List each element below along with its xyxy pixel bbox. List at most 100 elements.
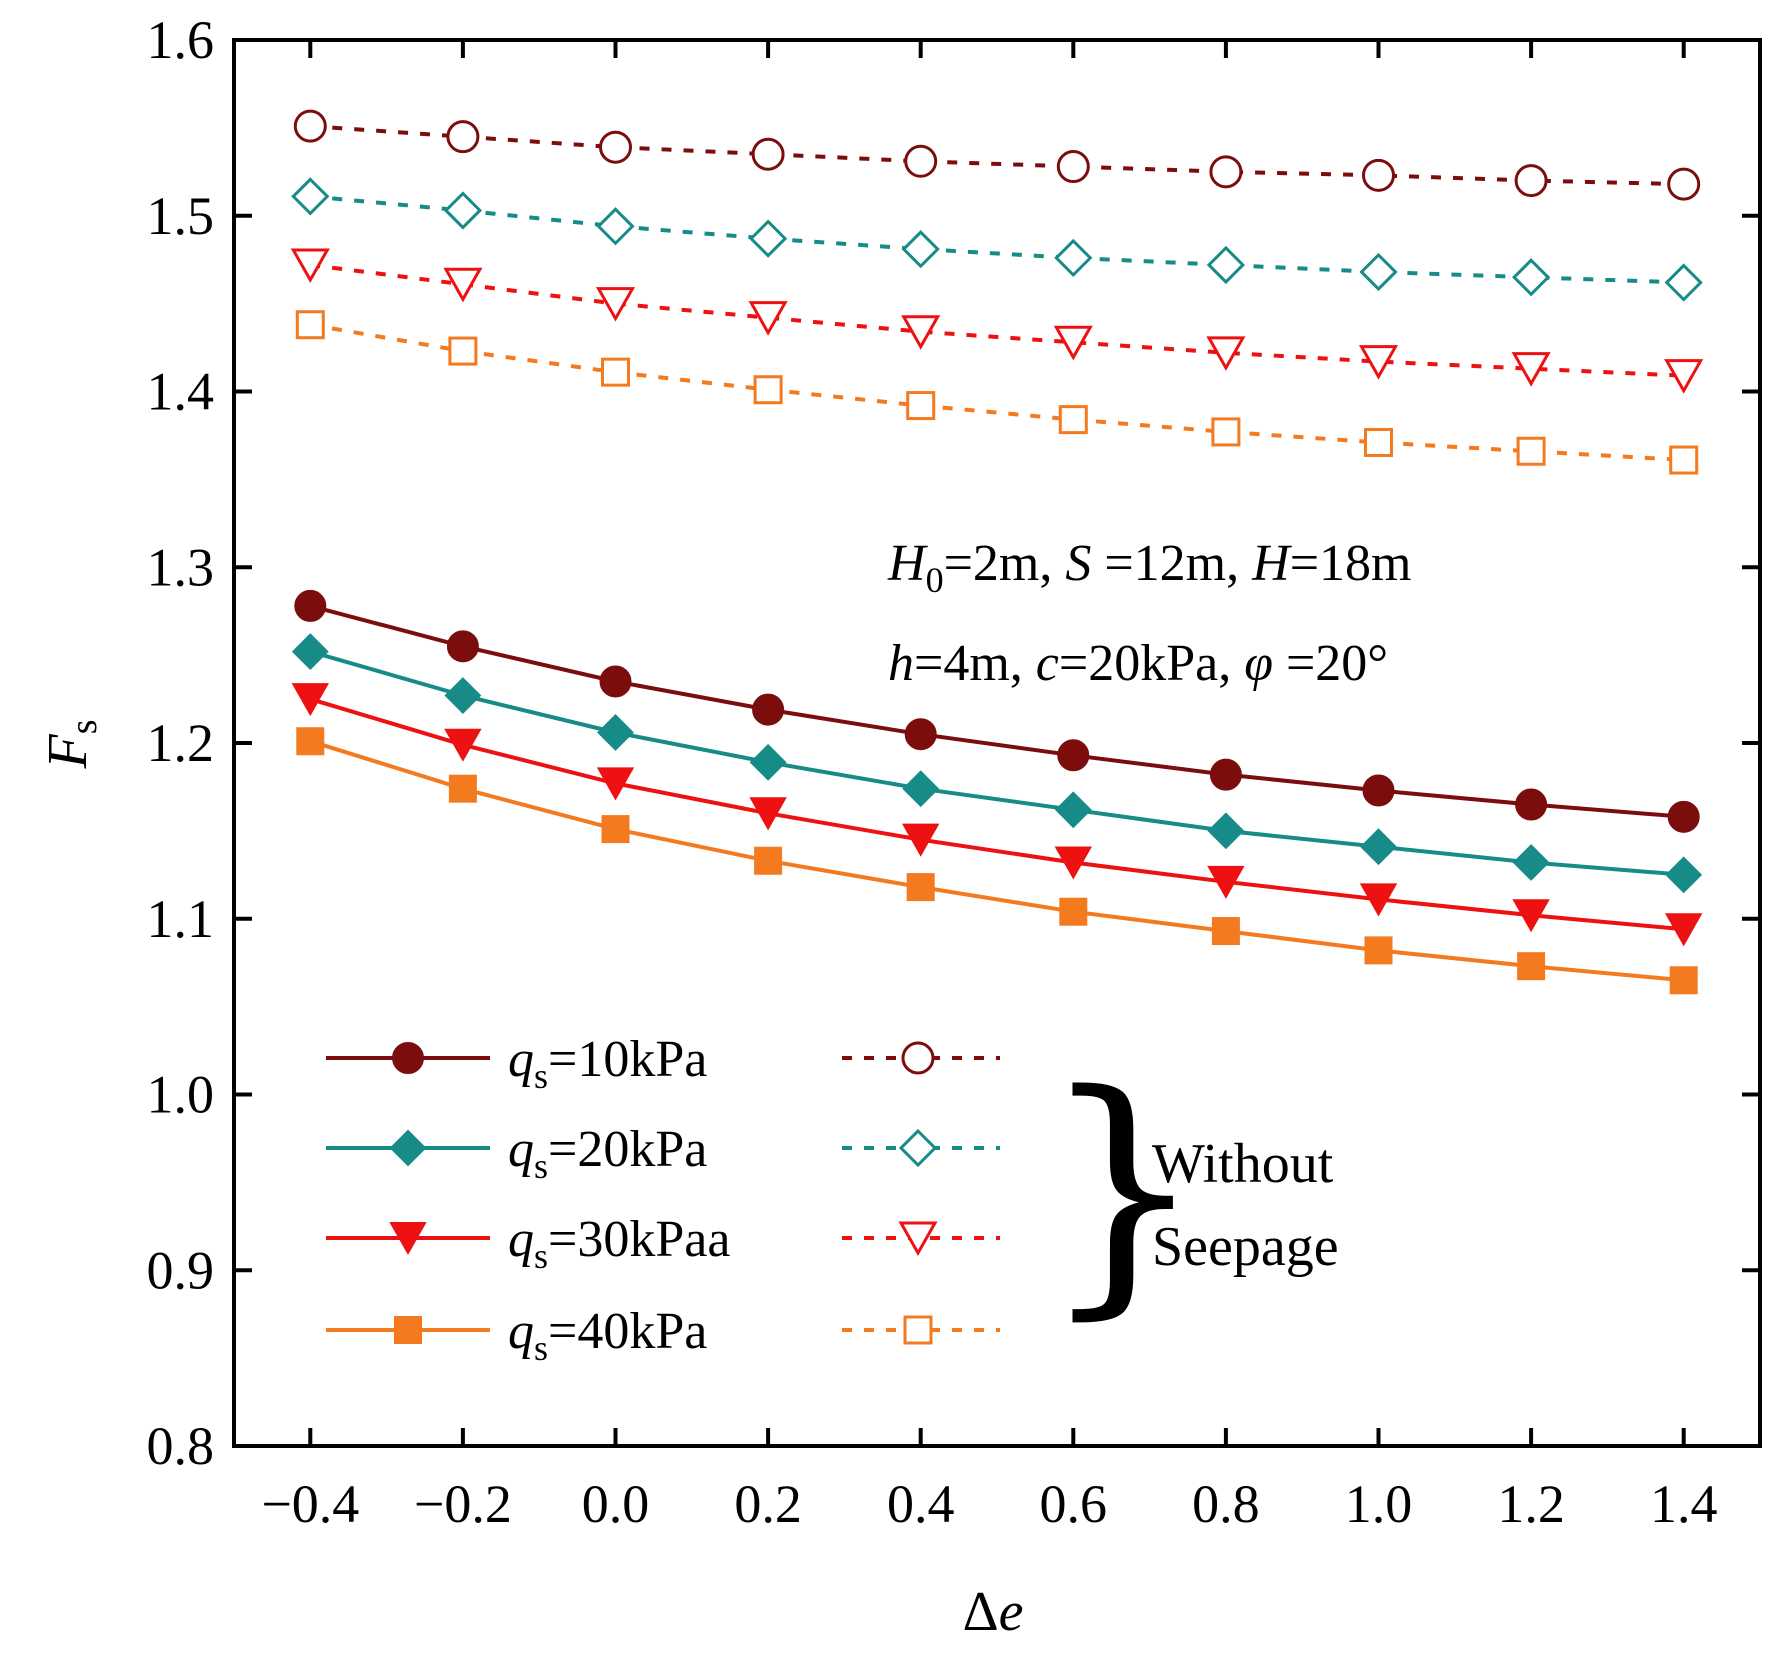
data-point (1058, 405, 1088, 435)
x-tick-label: −0.2 (414, 1474, 512, 1534)
x-tick-label: 0.4 (887, 1474, 955, 1534)
data-point (1364, 936, 1393, 965)
data-point (749, 797, 787, 831)
data-point (291, 633, 329, 671)
x-tick-label: 0.6 (1040, 1474, 1108, 1534)
data-point (1207, 812, 1245, 850)
data-point (902, 770, 940, 808)
data-point (1669, 445, 1699, 475)
data-point (1512, 844, 1550, 881)
legend-entry-dashed-circle (842, 1041, 1000, 1075)
legend-entry-dashed-diamond (842, 1128, 1000, 1168)
legend-entry-square: qs=40kPa (326, 1303, 707, 1368)
annotation-line-1: H0=2m, S =12m, H=18m (887, 535, 1411, 600)
data-point (448, 774, 477, 803)
data-point (601, 815, 630, 844)
data-point (444, 728, 482, 762)
data-point (290, 248, 330, 284)
data-point (1664, 263, 1703, 302)
legend-entry-dashed-square (842, 1315, 1000, 1345)
series-seepage-diamond (291, 633, 1703, 894)
data-point (444, 677, 482, 714)
data-point (1667, 800, 1700, 833)
data-point (751, 137, 785, 171)
series-line (310, 124, 1684, 187)
data-point (394, 1316, 422, 1344)
data-point (1206, 336, 1246, 371)
data-point (448, 336, 478, 366)
x-tick-label: −0.4 (261, 1474, 359, 1534)
data-point (1667, 167, 1701, 201)
x-tick-label: 1.4 (1650, 1474, 1718, 1534)
x-tick-label: 0.0 (582, 1474, 650, 1534)
data-point (1669, 966, 1698, 995)
y-tick-label: 1.2 (147, 713, 215, 773)
series-no-seepage-triangle-down (290, 248, 1704, 394)
data-point (901, 823, 940, 857)
data-point (596, 207, 635, 246)
axis-ticks: 0.8 0.9 1.0 1.1 1.2 1.3 1.4 1.5 1.6 −0.4 −0.2 0.0 0.… (147, 10, 1760, 1534)
brace-icon: } (1040, 1040, 1205, 1342)
data-point (443, 267, 483, 303)
x-tick-label: 1.2 (1497, 1474, 1565, 1534)
data-point (599, 665, 632, 698)
data-point (595, 287, 636, 322)
y-axis-label-var: F (37, 734, 99, 770)
data-point (392, 1042, 424, 1074)
data-point (291, 683, 330, 717)
data-point (601, 357, 630, 387)
data-point (1359, 252, 1398, 292)
data-point (1358, 345, 1399, 380)
data-point (389, 1129, 427, 1167)
series-line (309, 649, 1684, 877)
data-point (1664, 913, 1703, 947)
x-tick-label: 0.2 (734, 1474, 802, 1534)
y-tick-label: 0.9 (147, 1240, 215, 1300)
annotation-line-2: h=4m, c=20kPa, φ =20° (888, 635, 1388, 692)
legend: qs=10kPa qs=20kPa qs=30kPaa qs=40kPa (326, 1031, 1000, 1368)
data-point (748, 219, 788, 258)
data-point (898, 1221, 938, 1257)
data-point (1665, 856, 1703, 894)
data-point (1362, 774, 1395, 807)
series-seepage-triangle-down (291, 683, 1703, 947)
y-tick-label: 1.4 (147, 362, 215, 422)
series-line (310, 263, 1684, 378)
data-point (1360, 828, 1397, 866)
data-point (599, 130, 632, 164)
x-axis-label: Δe (963, 1581, 1024, 1643)
data-point (1211, 417, 1241, 447)
series-seepage-square (296, 727, 1698, 995)
data-point (443, 191, 483, 230)
data-point (906, 391, 936, 421)
data-point (1057, 739, 1090, 772)
legend-label: qs=10kPa (508, 1031, 707, 1096)
x-axis-label-delta: Δ (963, 1581, 999, 1643)
data-point (446, 630, 479, 663)
svg-text:Fs: Fs (37, 719, 105, 769)
data-point (1211, 917, 1240, 946)
data-point (596, 767, 635, 801)
legend-entry-circle: qs=10kPa (326, 1031, 707, 1096)
series-layer (290, 109, 1704, 995)
legend-entry-diamond: qs=20kPa (326, 1121, 707, 1186)
data-point (446, 120, 480, 154)
data-point (294, 589, 327, 622)
data-point (1209, 155, 1243, 189)
data-point (1664, 359, 1704, 394)
series-no-seepage-circle (293, 109, 1701, 201)
data-point (1511, 352, 1551, 387)
data-point (1515, 788, 1548, 821)
data-point (754, 846, 783, 875)
series-line (309, 603, 1684, 819)
data-point (1059, 897, 1088, 926)
data-point (901, 1041, 935, 1075)
data-point (753, 375, 783, 405)
data-point (1207, 865, 1245, 899)
data-point (1359, 883, 1398, 917)
series-line (309, 322, 1684, 462)
data-point (1516, 436, 1546, 466)
y-tick-label: 1.3 (147, 537, 215, 597)
data-point (1054, 846, 1093, 880)
